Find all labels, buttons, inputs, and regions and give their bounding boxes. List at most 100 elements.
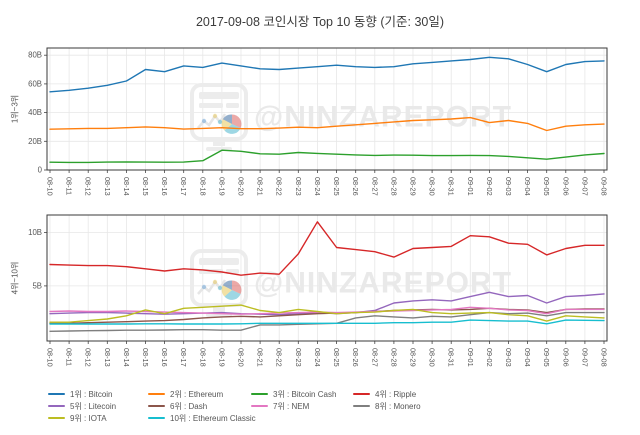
x-tick-label: 08-30 <box>428 348 437 367</box>
x-tick-label: 08-14 <box>122 177 131 196</box>
legend-swatch-dash <box>148 405 165 407</box>
legend-item-iota: 9위 : IOTA <box>48 413 148 424</box>
legend-swatch-bitcoin <box>48 393 65 395</box>
x-tick-label: 08-28 <box>389 348 398 367</box>
x-tick-label: 08-18 <box>198 348 207 367</box>
x-tick-label: 09-04 <box>523 177 532 196</box>
legend-item-bitcoin: 1위 : Bitcoin <box>48 389 148 400</box>
series-line-bitcoin-cash <box>49 149 605 164</box>
legend-label-bitcoin: 1위 : Bitcoin <box>70 389 113 399</box>
x-tick-label: 08-14 <box>122 348 131 367</box>
watermark-layer: @NINZAREPORT @NINZAREPORT <box>190 83 512 319</box>
x-tick-label: 08-20 <box>237 348 246 367</box>
x-tick-label: 09-03 <box>504 348 513 367</box>
grid-layer <box>47 48 607 341</box>
legend-label-nem: 7위 : NEM <box>273 401 310 411</box>
legend-item-dash: 6위 : Dash <box>148 401 251 412</box>
x-tick-label: 09-07 <box>580 348 589 367</box>
legend-label-litecoin: 5위 : Litecoin <box>70 401 117 411</box>
x-tick-label: 08-16 <box>160 177 169 196</box>
x-tick-label: 09-05 <box>542 177 551 196</box>
x-tick-label: 08-22 <box>275 348 284 367</box>
x-tick-label: 08-16 <box>160 348 169 367</box>
x-tick-label: 08-23 <box>294 177 303 196</box>
x-tick-label: 08-17 <box>179 177 188 196</box>
x-tick-label: 09-02 <box>485 348 494 367</box>
legend-swatch-litecoin <box>48 405 65 407</box>
legend-item-nem: 7위 : NEM <box>251 401 353 412</box>
legend-swatch-nem <box>251 405 268 407</box>
x-tick-label: 08-24 <box>313 348 322 367</box>
legend-label-ripple: 4위 : Ripple <box>375 389 417 399</box>
x-tick-label: 09-07 <box>580 177 589 196</box>
x-tick-label: 08-15 <box>141 177 150 196</box>
x-tick-label: 09-06 <box>561 348 570 367</box>
x-tick-label: 09-03 <box>504 177 513 196</box>
x-tick-label: 08-27 <box>370 348 379 367</box>
x-tick-label: 08-21 <box>256 348 265 367</box>
x-tick-label: 09-08 <box>600 348 609 367</box>
legend-swatch-iota <box>48 417 65 419</box>
legend-swatch-ethereum-classic <box>148 417 165 419</box>
x-tick-label: 08-31 <box>447 177 456 196</box>
x-tick-label: 08-23 <box>294 348 303 367</box>
legend-swatch-bitcoin-cash <box>251 393 268 395</box>
x-tick-label: 08-29 <box>409 348 418 367</box>
x-tick-label: 08-28 <box>389 177 398 196</box>
y-axis-label-bottom: 4위~10위 <box>10 261 20 295</box>
y-tick-label: 10B <box>28 228 42 237</box>
x-tick-label: 08-19 <box>217 177 226 196</box>
x-tick-label: 08-26 <box>351 348 360 367</box>
series-line-ripple <box>49 221 605 276</box>
x-tick-label: 08-11 <box>65 348 74 366</box>
page-title: 2017-09-08 코인시장 Top 10 동향 (기준: 30일) <box>195 15 445 29</box>
watermark-text-bottom: @NINZAREPORT <box>254 267 512 300</box>
x-tick-label: 09-06 <box>561 177 570 196</box>
x-tick-label: 08-10 <box>46 348 55 367</box>
x-tick-label: 08-21 <box>256 177 265 196</box>
legend-swatch-ripple <box>353 393 370 395</box>
x-tick-label: 08-25 <box>332 177 341 196</box>
axis-layer: 08-10 08-11 08-12 08-13 08-14 08-15 08-16 08-17… <box>28 47 609 367</box>
legend-label-dash: 6위 : Dash <box>170 401 208 411</box>
y-tick-label: 80B <box>28 51 42 60</box>
legend: 1위 : Bitcoin 2위 : Ethereum 3위 : Bitcoin Ca… <box>48 388 421 424</box>
legend-item-bitcoin-cash: 3위 : Bitcoin Cash <box>251 389 353 400</box>
x-tick-label: 09-01 <box>466 348 475 367</box>
x-tick-label: 08-22 <box>275 177 284 196</box>
series-line-ethereum-classic <box>49 319 605 325</box>
y-axis-label-top: 1위~3위 <box>10 94 20 124</box>
watermark-text-top: @NINZAREPORT <box>254 101 512 134</box>
y-tick-label: 5B <box>32 281 42 290</box>
x-tick-label: 08-12 <box>84 177 93 196</box>
x-tick-label: 08-26 <box>351 177 360 196</box>
legend-label-bitcoin-cash: 3위 : Bitcoin Cash <box>273 389 337 399</box>
legend-swatch-ethereum <box>148 393 165 395</box>
x-tick-label: 09-08 <box>600 177 609 196</box>
legend-label-ethereum: 2위 : Ethereum <box>170 389 224 399</box>
x-tick-label: 08-19 <box>217 348 226 367</box>
y-tick-label: 0 <box>38 166 43 175</box>
x-tick-label: 08-10 <box>46 177 55 196</box>
x-tick-label: 08-27 <box>370 177 379 196</box>
legend-label-iota: 9위 : IOTA <box>70 413 107 423</box>
legend-item-litecoin: 5위 : Litecoin <box>48 401 148 412</box>
x-tick-label: 08-25 <box>332 348 341 367</box>
x-tick-label: 08-12 <box>84 348 93 367</box>
x-tick-label: 09-04 <box>523 348 532 367</box>
series-line-ethereum <box>49 116 605 132</box>
legend-item-ripple: 4위 : Ripple <box>353 389 421 400</box>
x-tick-label: 08-17 <box>179 348 188 367</box>
x-tick-label: 08-15 <box>141 348 150 367</box>
legend-swatch-monero <box>353 405 370 407</box>
y-tick-label: 60B <box>28 79 42 88</box>
x-tick-label: 08-13 <box>103 348 112 367</box>
x-tick-label: 08-18 <box>198 177 207 196</box>
x-tick-label: 09-02 <box>485 177 494 196</box>
x-tick-label: 08-29 <box>409 177 418 196</box>
x-tick-label: 08-31 <box>447 348 456 367</box>
plot-border <box>46 214 608 342</box>
x-tick-label: 09-05 <box>542 348 551 367</box>
